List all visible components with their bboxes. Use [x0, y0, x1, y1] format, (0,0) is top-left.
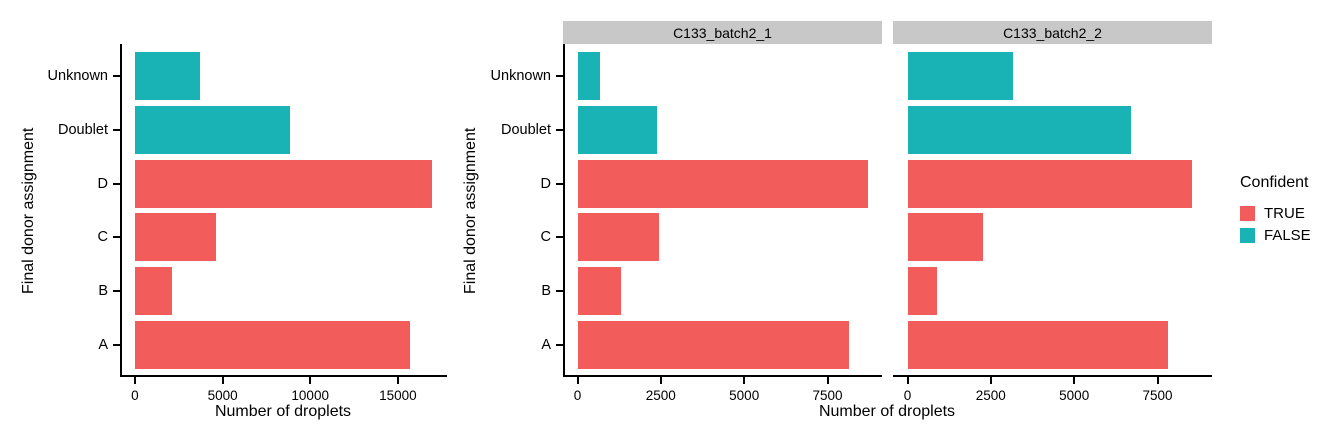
- y-category-label: Unknown: [490, 68, 551, 85]
- x-tick-label: 5000: [729, 388, 760, 403]
- facet-strip-1-label: C133_batch2_1: [673, 24, 772, 41]
- bar-doublet: [577, 105, 657, 155]
- legend: Confident TRUE FALSE: [1240, 174, 1311, 243]
- bar-d: [907, 159, 1192, 208]
- plot-panel: [120, 44, 447, 377]
- y-category-label: C: [540, 229, 551, 246]
- y-category-label: A: [541, 336, 551, 353]
- x-tick-label: 5000: [1059, 388, 1090, 403]
- x-tick: [989, 377, 992, 384]
- right-x-axis-title: Number of droplets: [818, 403, 956, 420]
- x-tick: [309, 377, 312, 384]
- y-tick: [113, 128, 120, 131]
- bar-c: [134, 213, 217, 262]
- bar-unknown: [907, 52, 1013, 101]
- legend-swatch-false: [1240, 228, 1255, 243]
- x-tick-label: 7500: [812, 388, 843, 403]
- x-tick-label: 2500: [975, 388, 1006, 403]
- plot-panel: [893, 44, 1212, 377]
- x-tick-label: 0: [131, 388, 139, 403]
- x-tick-label: 0: [573, 388, 582, 403]
- y-category-label: Doublet: [501, 121, 551, 138]
- bar-unknown: [577, 52, 600, 101]
- y-category-label: Doublet: [58, 121, 108, 138]
- y-category-label: D: [540, 175, 551, 192]
- x-tick-label: 2500: [645, 388, 676, 403]
- y-tick: [113, 75, 120, 78]
- legend-label-false: FALSE: [1264, 227, 1311, 244]
- bar-c: [577, 213, 660, 262]
- legend-swatch-true: [1240, 206, 1255, 221]
- y-tick: [113, 290, 120, 293]
- plot-panel: [563, 44, 882, 377]
- bar-unknown: [134, 52, 200, 101]
- y-tick: [556, 182, 563, 185]
- bar-a: [577, 320, 850, 369]
- legend-label-true: TRUE: [1264, 205, 1305, 222]
- y-category-label: B: [98, 283, 108, 300]
- x-tick-label: 5000: [207, 388, 238, 403]
- x-tick: [906, 377, 909, 384]
- bar-doublet: [134, 105, 291, 155]
- y-tick: [113, 182, 120, 185]
- x-tick: [1073, 377, 1076, 384]
- bar-c: [907, 213, 983, 262]
- facet-strip-1: C133_batch2_1: [563, 21, 882, 44]
- y-tick: [556, 236, 563, 239]
- y-tick: [556, 290, 563, 293]
- x-tick: [826, 377, 829, 384]
- y-tick: [556, 128, 563, 131]
- y-tick: [113, 343, 120, 346]
- y-category-label: C: [97, 229, 108, 246]
- bar-b: [907, 266, 937, 316]
- bar-b: [577, 266, 622, 316]
- bar-a: [907, 320, 1168, 369]
- bar-d: [577, 159, 868, 208]
- y-tick: [556, 343, 563, 346]
- facet-strip-2: C133_batch2_2: [893, 21, 1212, 44]
- x-tick: [1156, 377, 1159, 384]
- bar-b: [134, 266, 172, 316]
- bar-doublet: [907, 105, 1131, 155]
- facet-strip-2-label: C133_batch2_2: [1003, 24, 1102, 41]
- x-tick: [133, 377, 136, 384]
- x-tick-label: 0: [903, 388, 912, 403]
- y-tick: [556, 75, 563, 78]
- legend-item-true: TRUE: [1240, 206, 1311, 221]
- y-category-label: Unknown: [47, 68, 108, 85]
- y-tick: [113, 236, 120, 239]
- bar-d: [134, 159, 433, 208]
- x-tick-label: 10000: [291, 388, 329, 403]
- right-y-axis-title: Final donor assignment: [462, 127, 479, 294]
- x-tick-label: 15000: [379, 388, 417, 403]
- x-tick: [576, 377, 579, 384]
- x-tick: [743, 377, 746, 384]
- legend-item-false: FALSE: [1240, 228, 1311, 243]
- left-x-axis-title: Number of droplets: [214, 403, 352, 420]
- x-tick: [659, 377, 662, 384]
- legend-title: Confident: [1240, 174, 1309, 191]
- x-tick: [396, 377, 399, 384]
- left-y-axis-title: Final donor assignment: [20, 127, 37, 294]
- y-category-label: D: [97, 175, 108, 192]
- y-category-label: A: [98, 336, 108, 353]
- y-category-label: B: [541, 283, 551, 300]
- bar-a: [134, 320, 411, 369]
- x-tick-label: 7500: [1142, 388, 1173, 403]
- x-tick: [221, 377, 224, 384]
